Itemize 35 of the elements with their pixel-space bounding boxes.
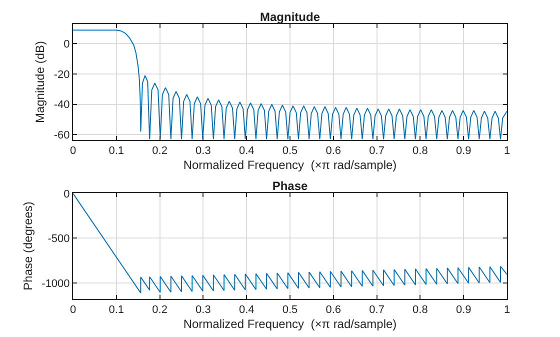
x-tick-label: 0.4	[238, 304, 254, 316]
x-tick-label: 0.7	[369, 145, 384, 158]
x-tick-label: 0.3	[196, 145, 211, 158]
x-tick-label: 0.1	[108, 145, 124, 158]
x-tick-label: 0.6	[326, 304, 342, 316]
x-tick-label: 0.6	[326, 145, 342, 158]
x-tick-label: 0.4	[238, 145, 254, 158]
y-tick-label: 0	[64, 38, 70, 51]
x-tick-label: 0.8	[412, 145, 428, 158]
x-tick-label: 0.8	[412, 304, 428, 316]
x-tick-label: 0.5	[282, 145, 298, 158]
y-tick-label: -60	[54, 130, 70, 142]
x-tick-label: 0.7	[369, 304, 384, 316]
y-tick-label: -20	[54, 68, 70, 81]
x-tick-label: 0.9	[456, 145, 472, 158]
y-tick-label: -1000	[42, 278, 70, 290]
x-axis-title: Normalized Frequency (×π rad/sample)	[183, 317, 397, 332]
y-tick-label: -500	[48, 233, 70, 246]
chart-title: Phase	[272, 179, 308, 193]
chart-title: Magnitude	[260, 10, 320, 24]
y-tick-label: -40	[54, 99, 70, 112]
x-tick-label: 1	[504, 304, 510, 316]
x-tick-label: 0.2	[152, 304, 168, 316]
y-axis-title: Phase (degrees)	[20, 202, 35, 290]
x-tick-label: 0.3	[196, 304, 211, 316]
x-tick-label: 0.1	[108, 304, 124, 316]
y-tick-label: 0	[64, 188, 70, 200]
x-tick-label: 0.2	[152, 145, 168, 158]
x-tick-label: 0.9	[456, 304, 472, 316]
x-tick-label: 1	[504, 145, 510, 158]
x-tick-label: 0.5	[282, 304, 298, 316]
line-series	[73, 30, 507, 140]
x-axis-title: Normalized Frequency (×π rad/sample)	[183, 158, 397, 172]
line-series	[73, 193, 507, 294]
y-axis-title: Magnitude (dB)	[33, 40, 48, 124]
